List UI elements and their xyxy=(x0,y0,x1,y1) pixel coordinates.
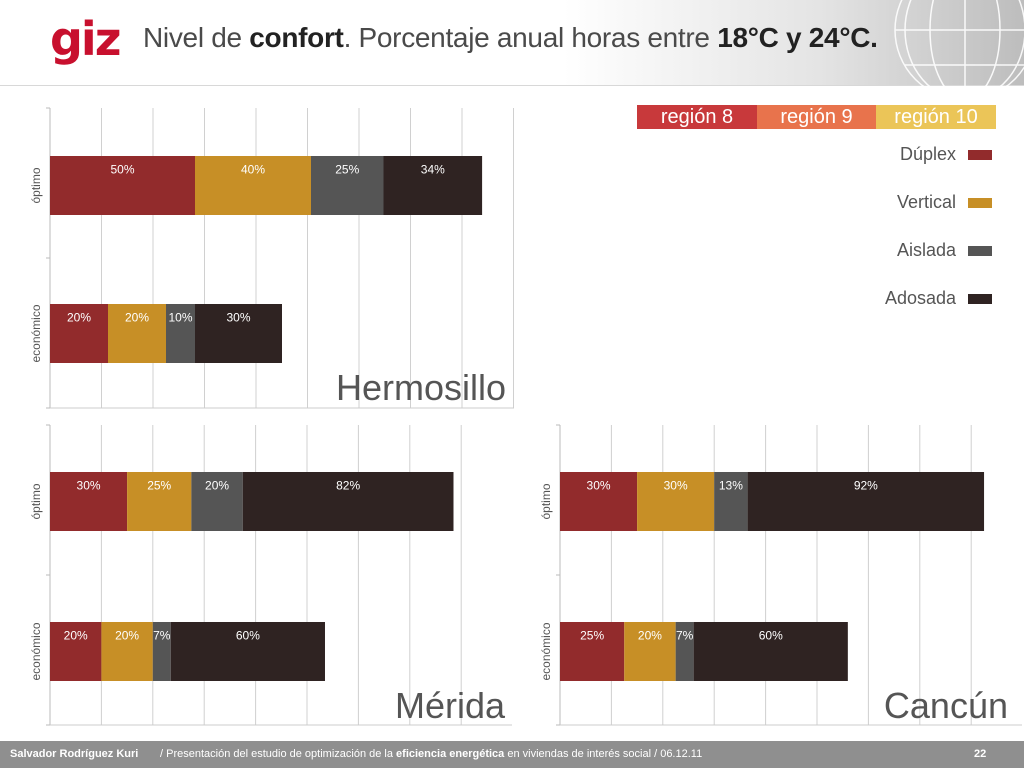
legend-swatch-vertical xyxy=(968,197,992,208)
bar-duplex-optimo xyxy=(560,472,638,531)
legend-label-duplex: Dúplex xyxy=(899,144,956,164)
data-label: 30% xyxy=(664,479,688,493)
bar-vertical-optimo xyxy=(127,472,192,531)
title-bold-1: confort xyxy=(249,22,344,53)
legend-label-vertical: Vertical xyxy=(896,192,956,212)
footer-text: / Presentación del estudio de optimizaci… xyxy=(160,741,702,768)
bar-vertical-economico xyxy=(108,304,166,363)
data-label: 92% xyxy=(854,479,878,493)
chart-merida: 30% 25% 20% 82% óptimo 20% 20% 7% 60% económico Mé… xyxy=(29,424,512,726)
data-label: 82% xyxy=(336,479,360,493)
data-label: 60% xyxy=(236,629,260,643)
bar-adosada-optimo xyxy=(383,156,483,215)
region-9-label: región 9 xyxy=(757,105,876,129)
data-label: 7% xyxy=(676,629,694,643)
bar-aislada-optimo xyxy=(311,156,384,215)
chart-cancun: 30% 30% 13% 92% óptimo 25% 20% 7% 60% económico Ca… xyxy=(539,424,1022,726)
region-legend: región 8 región 9 región 10 xyxy=(637,105,996,129)
page-number: 22 xyxy=(974,748,987,760)
bar-aislada-optimo xyxy=(714,472,748,531)
category-label: óptimo xyxy=(539,483,553,519)
bar-aislada-economico xyxy=(166,304,195,363)
data-label: 20% xyxy=(67,311,91,325)
giz-logo: giz xyxy=(50,12,121,66)
bar-adosada-optimo xyxy=(747,472,985,531)
data-label: 50% xyxy=(110,163,134,177)
bar-vertical-economico xyxy=(624,622,676,681)
chart-hermosillo: 50% 40% 25% 34% óptimo 20% 20% 10% 30% económico H… xyxy=(29,107,514,409)
legend-item-vertical: Vertical xyxy=(897,192,992,213)
bar-vertical-optimo xyxy=(195,156,311,215)
data-label: 40% xyxy=(241,163,265,177)
chart-title: Hermosillo xyxy=(336,367,506,408)
legend-swatch-aislada xyxy=(968,245,992,256)
legend-item-adosada: Adosada xyxy=(885,288,992,309)
data-label: 20% xyxy=(115,629,139,643)
data-label: 25% xyxy=(147,479,171,493)
footer-text-suffix: en viviendas de interés social / 06.12.1… xyxy=(504,748,703,760)
title-part-2: . Porcentaje anual horas entre xyxy=(343,22,718,53)
bar-vertical-economico xyxy=(101,622,153,681)
category-label: óptimo xyxy=(29,483,43,519)
legend-label-aislada: Aislada xyxy=(896,240,956,260)
data-label: 30% xyxy=(226,311,250,325)
data-label: 60% xyxy=(759,629,783,643)
category-label: económico xyxy=(29,622,43,680)
data-label: 30% xyxy=(77,479,101,493)
legend-item-duplex: Dúplex xyxy=(900,144,992,165)
data-label: 25% xyxy=(335,163,359,177)
slide-footer: Salvador Rodríguez Kuri / Presentación d… xyxy=(0,741,1024,768)
charts-canvas: 50% 40% 25% 34% óptimo 20% 20% 10% 30% económico H… xyxy=(29,107,1022,726)
globe-icon xyxy=(894,0,1024,100)
slide-header xyxy=(0,0,1024,86)
bar-duplex-economico xyxy=(560,622,625,681)
data-label: 7% xyxy=(153,629,171,643)
bar-aislada-economico xyxy=(675,622,694,681)
footer-text-prefix: / Presentación del estudio de optimizaci… xyxy=(160,748,397,760)
data-label: 20% xyxy=(205,479,229,493)
title-bold-2: 18°C y 24°C. xyxy=(717,22,878,53)
data-label: 30% xyxy=(587,479,611,493)
legend-swatch-duplex xyxy=(968,149,992,160)
chart-title: Cancún xyxy=(884,685,1008,726)
slide-title: Nivel de confort. Porcentaje anual horas… xyxy=(143,22,878,54)
bar-aislada-economico xyxy=(152,622,171,681)
header-divider xyxy=(0,85,1024,86)
title-part-1: Nivel de xyxy=(143,22,250,53)
bar-adosada-economico xyxy=(195,304,282,363)
bar-adosada-economico xyxy=(693,622,848,681)
category-label: óptimo xyxy=(29,167,43,203)
bar-duplex-optimo xyxy=(50,156,195,215)
category-label: económico xyxy=(29,304,43,362)
footer-author: Salvador Rodríguez Kuri xyxy=(10,748,139,760)
bar-duplex-economico xyxy=(50,304,108,363)
chart-title: Mérida xyxy=(395,685,506,726)
bar-duplex-optimo xyxy=(50,472,128,531)
data-label: 20% xyxy=(638,629,662,643)
region-8-label: región 8 xyxy=(637,105,757,129)
data-label: 34% xyxy=(421,163,445,177)
bar-adosada-optimo xyxy=(242,472,454,531)
legend-label-adosada: Adosada xyxy=(884,288,956,308)
data-label: 25% xyxy=(580,629,604,643)
data-label: 20% xyxy=(125,311,149,325)
data-label: 13% xyxy=(719,479,743,493)
region-10-label: región 10 xyxy=(876,105,996,129)
footer-text-bold: eficiencia energética xyxy=(396,748,505,760)
legend-item-aislada: Aislada xyxy=(897,240,992,261)
bar-duplex-economico xyxy=(50,622,102,681)
bar-vertical-optimo xyxy=(637,472,715,531)
bar-aislada-optimo xyxy=(191,472,243,531)
bar-adosada-economico xyxy=(170,622,325,681)
data-label: 20% xyxy=(64,629,88,643)
data-label: 10% xyxy=(168,311,192,325)
legend-swatch-adosada xyxy=(968,293,992,304)
category-label: económico xyxy=(539,622,553,680)
